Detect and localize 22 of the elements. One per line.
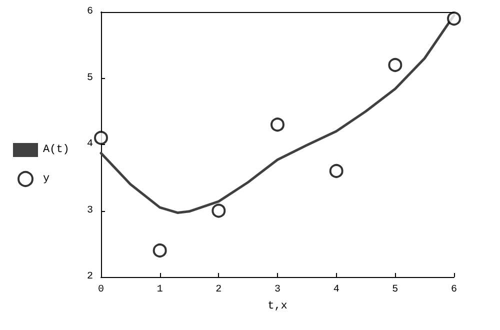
y-tick-label: 2: [86, 272, 93, 282]
legend-label: y: [43, 173, 50, 185]
point: [270, 118, 284, 132]
x-tick-label: 2: [216, 284, 222, 296]
y-tick-label: 4: [86, 139, 93, 150]
x-tick-label: 5: [392, 284, 398, 296]
point: [212, 204, 226, 218]
x-tick-label: 0: [98, 284, 104, 296]
x-tick-label: 4: [333, 284, 340, 296]
point: [152, 244, 167, 258]
x-tick-label: 6: [450, 284, 458, 296]
x-tick-label: 1: [156, 284, 163, 296]
y-tick-label: 3: [86, 205, 93, 216]
y-tick-label: 5: [86, 72, 93, 84]
legend-label: A(t): [43, 144, 70, 156]
point: [388, 58, 402, 72]
point: [447, 12, 461, 26]
point: [329, 164, 344, 178]
x-tick-label: 3: [274, 284, 281, 296]
x-axis-title: t,x: [268, 300, 288, 312]
y-tick-label: 6: [86, 6, 93, 18]
point: [94, 130, 108, 145]
